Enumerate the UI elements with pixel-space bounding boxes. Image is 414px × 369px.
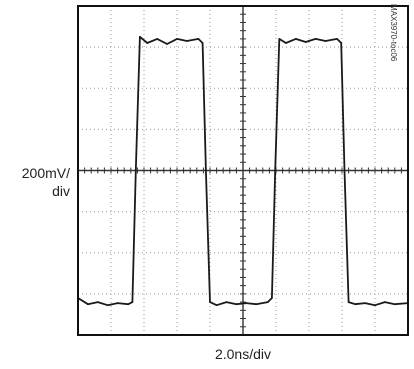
waveform-point	[166, 43, 168, 45]
waveform-point	[364, 302, 366, 304]
waveform-point	[324, 40, 327, 42]
waveform-point	[106, 304, 109, 307]
waveform-point	[274, 169, 277, 172]
waveform-point	[295, 38, 297, 40]
waveform-point	[176, 38, 178, 40]
figure-id-text: MAX3970-toc06	[389, 4, 398, 62]
waveform-point	[215, 304, 218, 307]
waveform-point	[201, 42, 204, 44]
waveform-point	[255, 303, 257, 306]
waveform-point	[394, 303, 396, 306]
waveform-point	[336, 38, 338, 40]
waveform-point	[304, 41, 307, 43]
waveform-point	[116, 302, 119, 304]
waveform-point	[205, 169, 207, 172]
waveform-point	[278, 38, 281, 40]
waveform-point	[245, 302, 248, 304]
waveform-point	[156, 38, 158, 40]
waveform-point	[267, 301, 269, 303]
waveform-point	[384, 301, 386, 303]
waveform-point	[131, 301, 134, 303]
x-scale-label: 2.0ns/div	[214, 346, 272, 362]
waveform-point	[354, 303, 357, 306]
waveform-point	[127, 303, 130, 306]
waveform-trace	[77, 35, 409, 307]
waveform-point	[271, 297, 273, 299]
plot-frame	[77, 5, 409, 336]
waveform-line	[77, 35, 409, 307]
waveform-point	[209, 301, 211, 303]
waveform-point	[197, 38, 200, 40]
waveform-point	[343, 169, 346, 172]
waveform-point	[374, 304, 376, 307]
waveform-point	[314, 38, 317, 40]
waveform-point	[97, 301, 99, 303]
waveform-point	[135, 169, 137, 172]
graticule	[77, 5, 408, 335]
figure-id: MAX3970-toc06	[386, 4, 400, 74]
waveform-point	[186, 40, 188, 42]
waveform-point	[87, 303, 89, 306]
waveform-point	[146, 42, 149, 44]
waveform-point	[347, 301, 350, 303]
waveform-point	[139, 36, 141, 38]
waveform-point	[340, 42, 343, 44]
waveform-point	[235, 303, 238, 306]
y-scale-label-line1: 200mV/	[21, 165, 70, 181]
waveform-point	[225, 301, 228, 303]
waveform-point	[285, 42, 287, 44]
y-scale-label-line2: div	[52, 183, 70, 199]
